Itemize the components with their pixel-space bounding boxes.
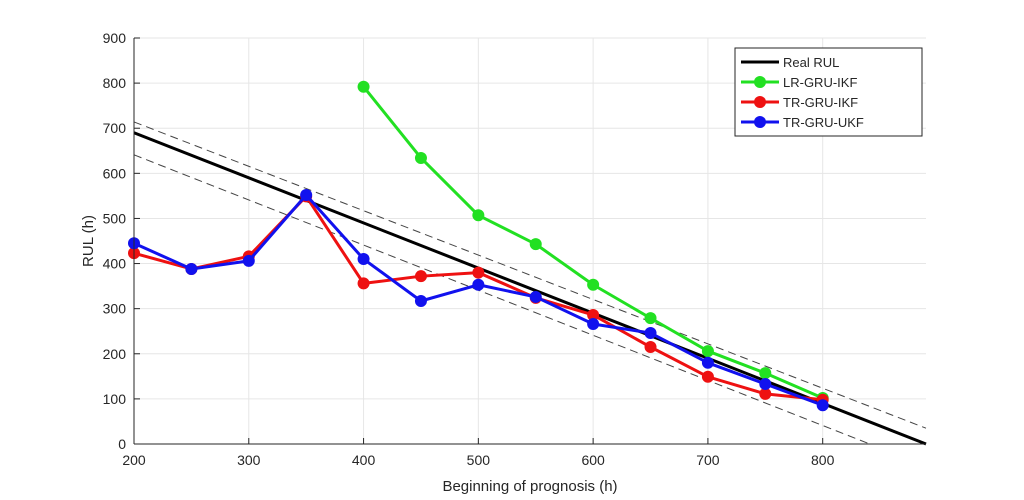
data-point-lr-gru-ikf bbox=[529, 238, 542, 251]
x-tick-label: 600 bbox=[581, 452, 605, 468]
real-rul-line bbox=[133, 131, 927, 446]
grid bbox=[133, 37, 926, 445]
y-tick-label: 700 bbox=[103, 120, 127, 136]
x-tick-label: 300 bbox=[237, 452, 261, 468]
legend: Real RUL LR-GRU-IKF TR-GRU-IKF TR-GRU-UKF bbox=[734, 47, 923, 137]
legend-marker bbox=[754, 116, 766, 128]
x-tick-label: 400 bbox=[352, 452, 376, 468]
data-point-tr-gru-ukf bbox=[300, 188, 313, 201]
y-tick-label: 600 bbox=[103, 165, 127, 181]
data-point-tr-gru-ukf bbox=[529, 290, 542, 303]
data-point-tr-gru-ukf bbox=[414, 294, 427, 307]
y-tick-label: 800 bbox=[103, 75, 127, 91]
x-tick-label: 700 bbox=[696, 452, 720, 468]
data-point-lr-gru-ikf bbox=[357, 80, 370, 93]
data-point-lr-gru-ikf bbox=[472, 209, 485, 222]
data-point-tr-gru-ikf bbox=[414, 270, 427, 283]
data-point-lr-gru-ikf bbox=[644, 312, 657, 325]
y-tick-label: 200 bbox=[103, 346, 127, 362]
series-group bbox=[128, 80, 829, 412]
reference-lines bbox=[133, 121, 927, 446]
legend-label: TR-GRU-IKF bbox=[783, 95, 858, 110]
data-point-tr-gru-ukf bbox=[759, 378, 772, 391]
y-axis-label: RUL (h) bbox=[80, 215, 97, 267]
data-point-tr-gru-ukf bbox=[816, 399, 829, 412]
data-point-tr-gru-ukf bbox=[587, 318, 600, 331]
y-tick-label: 0 bbox=[118, 436, 126, 452]
axes: 200 300 400 500 600 700 800 0 100 200 300 400 500 600… bbox=[103, 30, 926, 468]
legend-marker bbox=[754, 96, 766, 108]
data-point-tr-gru-ikf bbox=[759, 387, 772, 400]
data-point-tr-gru-ikf bbox=[644, 341, 657, 354]
data-point-tr-gru-ukf bbox=[701, 356, 714, 369]
x-tick-label: 500 bbox=[467, 452, 491, 468]
y-tick-label: 500 bbox=[103, 210, 127, 226]
x-tick-label: 200 bbox=[122, 452, 146, 468]
bound-line-dashed bbox=[133, 121, 927, 429]
data-point-lr-gru-ikf bbox=[759, 367, 772, 380]
x-axis-label: Beginning of prognosis (h) bbox=[442, 478, 617, 495]
y-tick-label: 100 bbox=[103, 391, 127, 407]
bound-line-dashed bbox=[133, 154, 870, 445]
data-point-tr-gru-ikf bbox=[472, 266, 485, 279]
legend-marker bbox=[754, 76, 766, 88]
legend-label: LR-GRU-IKF bbox=[783, 75, 857, 90]
data-point-tr-gru-ukf bbox=[185, 262, 198, 275]
data-point-tr-gru-ikf bbox=[587, 308, 600, 321]
data-point-tr-gru-ikf bbox=[701, 370, 714, 383]
legend-label: Real RUL bbox=[783, 55, 839, 70]
y-tick-label: 400 bbox=[103, 256, 127, 272]
y-tick-label: 900 bbox=[103, 30, 127, 46]
data-point-lr-gru-ikf bbox=[701, 345, 714, 358]
data-point-lr-gru-ikf bbox=[414, 151, 427, 164]
data-point-tr-gru-ukf bbox=[357, 253, 370, 266]
x-tick-label: 800 bbox=[811, 452, 835, 468]
legend-label: TR-GRU-UKF bbox=[783, 115, 864, 130]
data-point-tr-gru-ikf bbox=[357, 277, 370, 290]
data-point-tr-gru-ukf bbox=[472, 278, 485, 291]
data-point-tr-gru-ukf bbox=[242, 254, 255, 267]
y-tick-label: 300 bbox=[103, 301, 127, 317]
data-point-lr-gru-ikf bbox=[587, 278, 600, 291]
data-point-tr-gru-ukf bbox=[644, 327, 657, 340]
